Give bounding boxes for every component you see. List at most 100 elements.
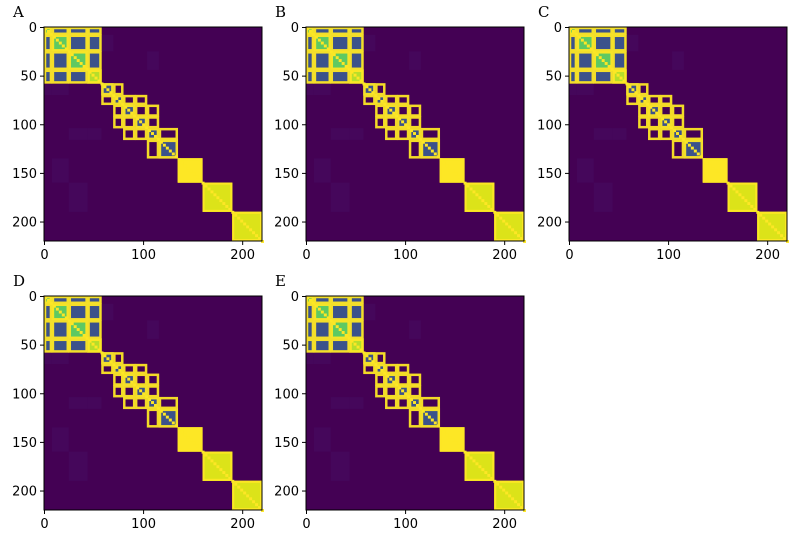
- y-tick-label: 200: [274, 485, 299, 500]
- heatmap-cell: [576, 51, 594, 70]
- axes-frame: [305, 26, 525, 242]
- heatmap-diagonal-cell: [124, 374, 128, 378]
- heatmap-cell-outline: [375, 373, 386, 386]
- heatmap-cell-outline: [671, 127, 685, 141]
- heatmap-diagonal-cell: [493, 210, 497, 214]
- heatmap-diagonal-cell: [234, 482, 238, 486]
- heatmap-diagonal-cell: [213, 462, 217, 466]
- heatmap-cell: [385, 385, 398, 398]
- y-tick-label: 200: [12, 216, 37, 231]
- heatmap-diagonal-cell: [356, 345, 360, 349]
- heatmap-cell-outline: [146, 116, 160, 129]
- heatmap-cell: [409, 385, 421, 398]
- heatmap-diagonal-cell: [765, 219, 769, 223]
- heatmap-diagonal-cell: [693, 149, 697, 153]
- heatmap-cell-outline: [375, 363, 386, 375]
- heatmap-cell-faint: [672, 51, 684, 70]
- heatmap-cell-outline: [659, 116, 673, 129]
- heatmap-diagonal-cell: [151, 401, 154, 404]
- heatmap-diagonal-cell: [171, 152, 175, 156]
- heatmap-cell-faint: [409, 320, 421, 339]
- x-tick-label: 0: [40, 517, 48, 532]
- heatmap-diagonal-cell: [445, 164, 449, 168]
- heatmap-cell: [593, 27, 613, 35]
- heatmap-diagonal-cell: [142, 123, 146, 127]
- heatmap-cell: [660, 95, 673, 105]
- heatmap-cell-outline: [439, 158, 465, 183]
- heatmap-cell-faint: [101, 303, 114, 321]
- heatmap-cell-outline: [68, 51, 88, 71]
- heatmap-diagonal-cell: [517, 234, 521, 238]
- heatmap-diagonal-cell: [115, 366, 119, 369]
- heatmap-cell: [158, 397, 178, 409]
- heatmap-diagonal-cell: [49, 32, 53, 36]
- heatmap-panel-B: 0 50 100 150 200 0 100 200 B: [274, 3, 526, 263]
- heatmap-cell: [420, 397, 440, 409]
- heatmap-diagonal-cell: [505, 491, 509, 495]
- heatmap-diagonal-cell: [174, 424, 178, 428]
- heatmap-diagonal-cell: [177, 427, 181, 431]
- heatmap-diagonal-cell: [246, 494, 250, 498]
- heatmap-cell: [672, 116, 684, 129]
- heatmap-cell-outline: [101, 352, 114, 365]
- heatmap-panel-C: 0 50 100 150 200 0 100 200 C: [537, 3, 789, 263]
- heatmap-diagonal-cell: [664, 120, 668, 124]
- heatmap-diagonal-cell: [127, 377, 131, 381]
- heatmap-diagonal-cell: [368, 88, 372, 92]
- heatmap-cell-faint: [51, 352, 69, 365]
- heatmap-diagonal-cell: [139, 389, 143, 393]
- heatmap-cell-faint: [51, 83, 69, 96]
- heatmap-cell-outline: [68, 69, 88, 84]
- heatmap-cell-outline: [113, 104, 124, 117]
- heatmap-diagonal-cell: [85, 336, 89, 340]
- heatmap-cell-outline: [68, 295, 88, 305]
- heatmap-cell-faint: [313, 158, 331, 183]
- heatmap-diagonal-cell: [466, 453, 470, 457]
- heatmap-cell-outline: [87, 303, 102, 321]
- heatmap-diagonal-cell: [365, 354, 369, 358]
- heatmap-cell: [375, 83, 386, 96]
- heatmap-cell: [135, 104, 148, 117]
- heatmap-cell: [147, 373, 159, 386]
- heatmap-cell-outline: [51, 303, 70, 321]
- heatmap-cell: [123, 128, 136, 140]
- axes-frame: [43, 26, 263, 242]
- heatmap-cell-outline: [305, 69, 315, 84]
- axes-frame: [305, 295, 525, 511]
- heatmap-cell-outline: [671, 104, 685, 117]
- heatmap-cell: [44, 69, 52, 84]
- heatmap-cell-outline: [87, 69, 102, 84]
- heatmap-cell-outline: [683, 139, 704, 159]
- heatmap-cell-outline: [113, 94, 124, 106]
- heatmap-diagonal-cell: [371, 360, 375, 364]
- heatmap-cell-outline: [612, 26, 627, 36]
- heatmap-diagonal-cell: [421, 140, 425, 144]
- heatmap-cell-outline: [349, 34, 364, 52]
- heatmap-cell: [660, 104, 673, 117]
- heatmap-diagonal-cell: [94, 345, 98, 349]
- heatmap-cell-outline: [232, 211, 262, 241]
- heatmap-diagonal-cell: [350, 70, 354, 74]
- heatmap-cell: [397, 364, 410, 374]
- heatmap-cell-outline: [363, 94, 376, 106]
- heatmap-cell-outline: [648, 116, 661, 129]
- heatmap-cell-outline: [134, 94, 148, 106]
- heatmap-diagonal-cell: [344, 64, 348, 68]
- y-tick-label: 150: [274, 436, 299, 451]
- heatmap-cell-faint: [330, 128, 350, 140]
- heatmap-cell-outline: [68, 303, 88, 321]
- heatmap-cell-faint: [349, 397, 364, 409]
- heatmap-cell-faint: [612, 128, 627, 140]
- heatmap-cell: [113, 364, 124, 374]
- heatmap-diagonal-cell: [702, 158, 706, 162]
- heatmap-diagonal-cell: [219, 199, 223, 203]
- heatmap-diagonal-cell: [463, 450, 467, 454]
- heatmap-cell-faint: [313, 83, 331, 96]
- heatmap-cell-outline: [113, 373, 124, 386]
- heatmap-diagonal-cell: [338, 328, 342, 332]
- y-tick-label: 0: [291, 290, 299, 305]
- heatmap-diagonal-cell: [738, 193, 742, 197]
- heatmap-cell: [626, 95, 639, 105]
- heatmap-cell-outline: [305, 338, 315, 353]
- heatmap-diagonal-cell: [201, 450, 205, 454]
